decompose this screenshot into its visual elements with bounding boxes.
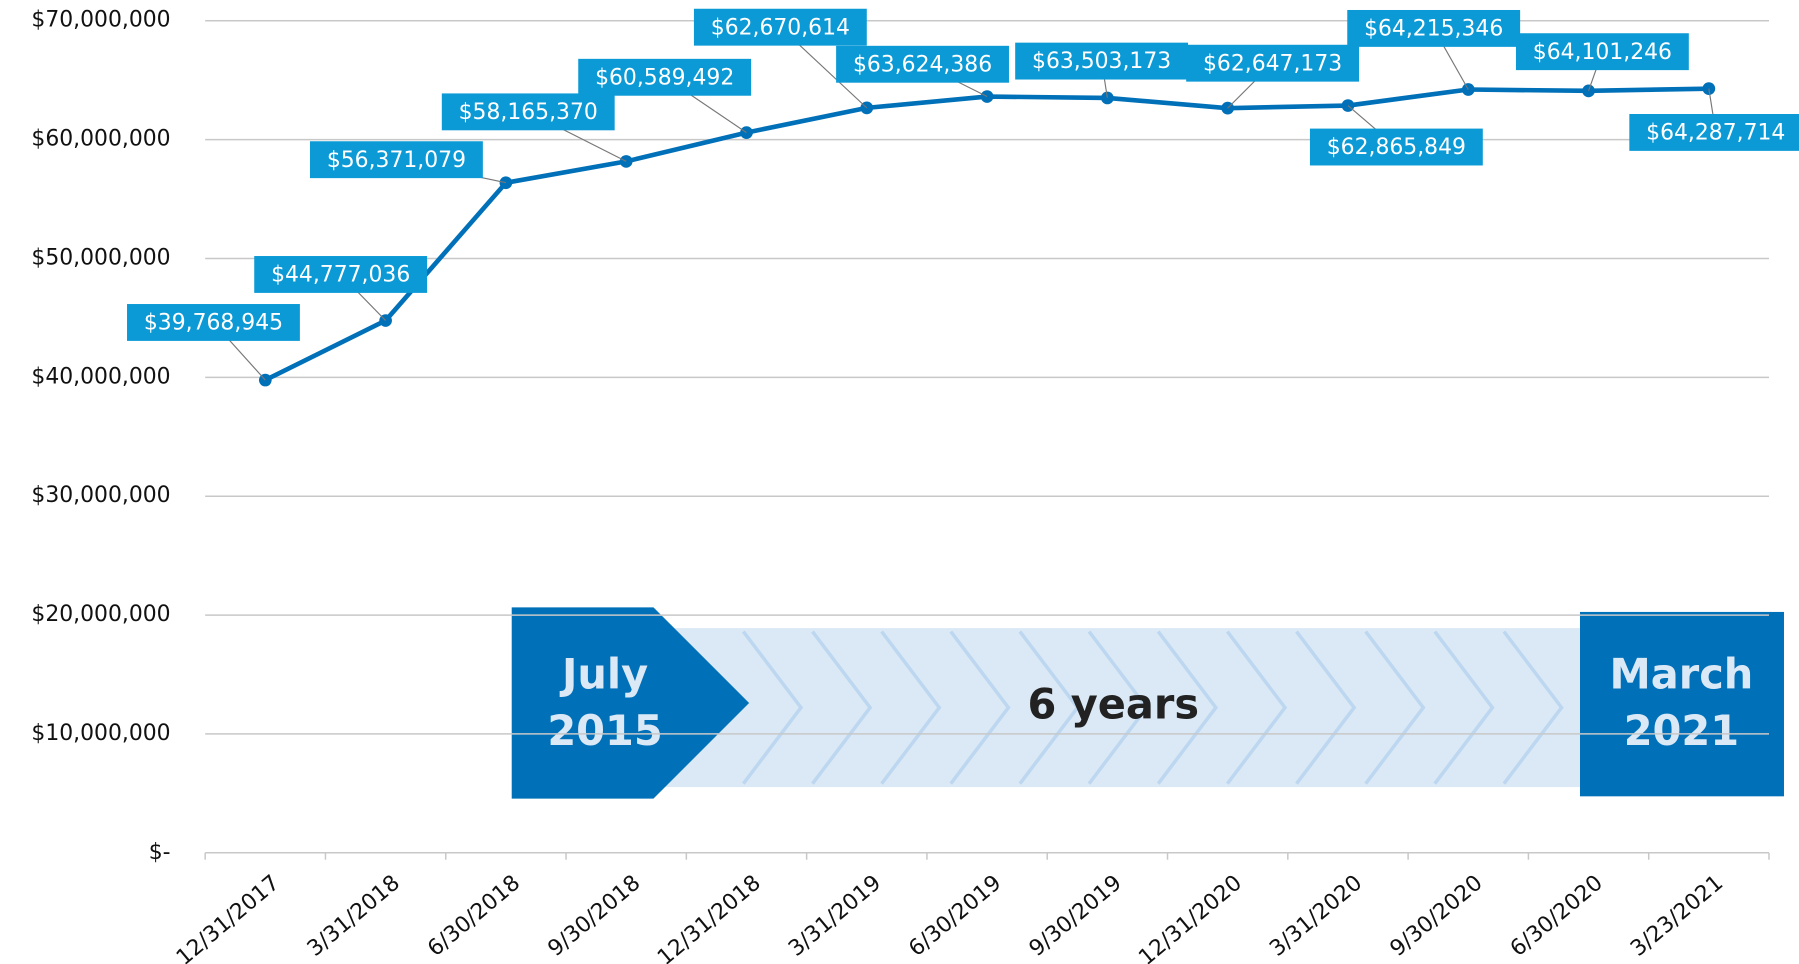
x-tick-label: 6/30/2020: [1506, 870, 1608, 961]
label-box: [578, 58, 752, 96]
value-label: $63,624,386: [853, 52, 992, 77]
y-tick-label: $30,000,000: [31, 483, 170, 508]
start-month: July: [559, 650, 648, 699]
value-label: $60,589,492: [595, 65, 734, 90]
label-box: [1309, 128, 1483, 166]
line: [264, 86, 1709, 383]
label-box: [441, 93, 615, 131]
chevron: [880, 630, 942, 785]
label-box: [1515, 33, 1689, 71]
chevron: [811, 630, 873, 785]
chevron: [1225, 630, 1288, 785]
label-box: [1347, 9, 1521, 47]
x-tick-label: 9/30/2019: [1025, 870, 1127, 961]
label-box: [1186, 44, 1360, 82]
chevron: [1502, 630, 1564, 785]
x-tick-label: 6/30/2018: [423, 870, 525, 961]
value-label: $62,647,173: [1203, 51, 1342, 76]
label-box: [309, 141, 483, 179]
duration: 6 years: [1027, 680, 1199, 729]
label-box: [1629, 113, 1799, 151]
x-tick-label: 3/31/2019: [784, 870, 886, 961]
x-tick-label: 3/31/2020: [1265, 870, 1367, 961]
end-box: [1580, 611, 1784, 797]
x-tick-label: 9/30/2020: [1386, 870, 1488, 961]
label-box: [254, 256, 428, 293]
label-box: [693, 8, 867, 46]
value-label: $63,503,173: [1032, 49, 1171, 74]
x-tick-label: 3/31/2018: [303, 870, 405, 961]
chevron: [1087, 630, 1149, 785]
value-label: $64,287,714: [1646, 121, 1785, 146]
start-box: [511, 607, 750, 799]
label-box: [836, 45, 1009, 83]
value-label: $58,165,370: [459, 100, 598, 125]
timeline-graphic: July 2015 6 years March 2021: [511, 607, 1784, 799]
value-label: $62,670,614: [711, 15, 850, 40]
y-tick-label: $50,000,000: [31, 245, 170, 270]
chevron: [1433, 630, 1495, 785]
point: [740, 126, 753, 139]
end-month: March: [1610, 650, 1754, 699]
x-tick-label: 12/31/2018: [653, 870, 766, 964]
timeline-band: [653, 628, 1581, 788]
chevron: [1295, 630, 1357, 785]
value-label: $44,777,036: [271, 263, 410, 288]
y-tick-label: $-: [149, 840, 171, 865]
chevrons: [741, 630, 1564, 785]
value-label: $64,215,346: [1364, 17, 1503, 42]
value-label: $56,371,079: [327, 148, 466, 173]
chevron: [1156, 630, 1219, 785]
y-tick-label: $60,000,000: [31, 127, 170, 152]
x-tick-label: 6/30/2019: [904, 870, 1006, 961]
value-label: $39,768,945: [144, 311, 283, 336]
label-box: [127, 304, 300, 341]
y-tick-label: $40,000,000: [31, 364, 170, 389]
x-tick-label: 12/31/2020: [1134, 870, 1247, 964]
value-label: $62,865,849: [1327, 135, 1466, 160]
x-tick-label: 12/31/2017: [172, 870, 285, 964]
y-tick-label: $10,000,000: [31, 721, 170, 746]
value-label: $64,101,246: [1533, 40, 1672, 65]
x-tick-label: 9/30/2018: [543, 870, 645, 961]
y-tick-label: $20,000,000: [31, 602, 170, 627]
label-box: [1015, 42, 1189, 80]
x-tick-label: 3/23/2021: [1626, 870, 1728, 961]
end-year: 2021: [1624, 706, 1739, 755]
y-tick-label: $70,000,000: [31, 8, 170, 33]
chevron: [949, 630, 1011, 785]
chevron: [741, 630, 804, 785]
chevron: [1018, 630, 1080, 785]
chevron: [1364, 630, 1426, 785]
start-year: 2015: [547, 706, 662, 755]
